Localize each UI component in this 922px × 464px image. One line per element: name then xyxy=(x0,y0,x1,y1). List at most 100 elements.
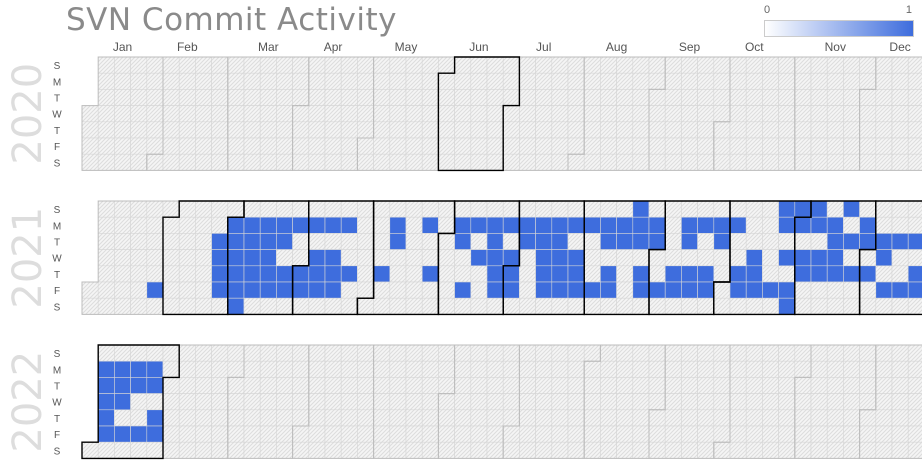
day-cell xyxy=(583,121,601,139)
day-cell-active xyxy=(843,200,860,218)
day-cell xyxy=(243,137,261,155)
day-cell xyxy=(454,89,472,106)
day-cell xyxy=(438,105,455,123)
day-cell xyxy=(389,265,407,283)
day-cell xyxy=(762,72,779,90)
day-cell xyxy=(729,72,747,90)
day-cell-active xyxy=(551,281,569,299)
day-cell xyxy=(324,233,342,250)
day-cell xyxy=(600,153,617,171)
day-cell xyxy=(114,441,131,459)
day-cell xyxy=(681,249,698,267)
day-cell xyxy=(583,249,601,267)
day-cell xyxy=(211,72,229,90)
day-cell xyxy=(146,153,164,171)
day-cell xyxy=(875,105,893,123)
day-cell xyxy=(276,409,293,427)
day-cell xyxy=(681,377,698,394)
day-cell-active xyxy=(859,233,877,250)
day-cell xyxy=(421,233,439,250)
day-cell xyxy=(162,249,180,267)
day-cell xyxy=(600,425,617,443)
day-cell xyxy=(470,200,488,218)
day-cell xyxy=(697,56,715,74)
day-cell xyxy=(745,393,763,411)
day-cell xyxy=(259,409,277,427)
day-cell xyxy=(470,72,488,90)
day-cell xyxy=(632,344,650,362)
day-cell xyxy=(243,89,261,106)
day-cell xyxy=(778,56,796,74)
day-cell xyxy=(178,89,196,106)
day-cell xyxy=(97,121,115,139)
day-cell xyxy=(421,72,439,90)
day-cell xyxy=(195,153,212,171)
day-cell xyxy=(843,297,860,315)
day-cell xyxy=(551,425,569,443)
day-cell xyxy=(567,393,585,411)
day-cell xyxy=(324,72,342,90)
day-cell xyxy=(454,200,472,218)
day-cell xyxy=(276,56,293,74)
day-cell xyxy=(259,153,277,171)
day-cell-active xyxy=(778,216,796,234)
day-cell-active xyxy=(276,281,293,299)
day-cell xyxy=(729,137,747,155)
day-cell xyxy=(794,137,812,155)
day-cell-active xyxy=(583,281,601,299)
day-cell-active xyxy=(340,265,358,283)
day-cell-active xyxy=(259,281,277,299)
day-cell xyxy=(519,153,536,171)
day-cell xyxy=(567,105,585,123)
day-cell-active xyxy=(486,233,504,250)
day-cell xyxy=(211,360,229,378)
day-cell xyxy=(162,153,180,171)
day-cell xyxy=(745,233,763,250)
day-cell-active xyxy=(616,216,634,234)
day-cell-active xyxy=(340,216,358,234)
day-cell-active xyxy=(308,216,326,234)
day-cell xyxy=(308,377,326,394)
day-cell-active xyxy=(583,216,601,234)
weekday-label: S xyxy=(54,349,61,360)
day-cell-active xyxy=(600,265,617,283)
day-cell xyxy=(470,393,488,411)
day-cell-active xyxy=(292,216,310,234)
day-cell xyxy=(632,153,650,171)
day-cell xyxy=(551,121,569,139)
day-cell xyxy=(114,249,131,267)
day-cell xyxy=(389,377,407,394)
day-cell xyxy=(146,233,164,250)
day-cell xyxy=(243,56,261,74)
day-cell-active xyxy=(146,360,164,378)
day-cell xyxy=(648,105,666,123)
day-cell xyxy=(211,216,229,234)
day-cell xyxy=(114,409,131,427)
day-cell xyxy=(632,89,650,106)
day-cell xyxy=(826,425,844,443)
day-cell xyxy=(114,121,131,139)
day-cell-active xyxy=(616,233,634,250)
day-cell-active xyxy=(97,377,115,394)
day-cell xyxy=(373,425,391,443)
day-cell xyxy=(130,297,148,315)
day-cell xyxy=(438,265,455,283)
day-cell xyxy=(324,393,342,411)
day-cell xyxy=(810,409,828,427)
day-cell xyxy=(178,216,196,234)
day-cell xyxy=(130,137,148,155)
day-cell xyxy=(859,344,877,362)
day-cell xyxy=(454,409,472,427)
day-cell-active xyxy=(146,377,164,394)
day-cell-active xyxy=(535,265,553,283)
day-cell xyxy=(130,121,148,139)
day-cell-active xyxy=(211,249,229,267)
day-cell xyxy=(567,409,585,427)
day-cell xyxy=(470,360,488,378)
month-label: Jul xyxy=(536,40,551,54)
day-cell xyxy=(891,393,909,411)
day-cell xyxy=(891,344,909,362)
day-cell-active xyxy=(778,249,796,267)
day-cell xyxy=(405,105,423,123)
day-cell xyxy=(81,121,99,139)
